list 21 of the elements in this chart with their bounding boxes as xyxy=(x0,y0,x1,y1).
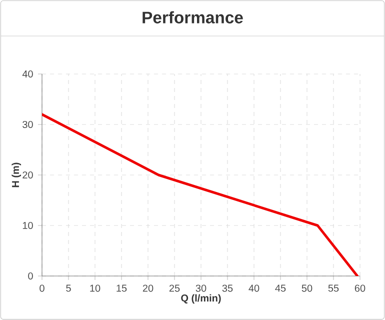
x-tick-label: 0 xyxy=(40,284,44,292)
x-tick-label: 40 xyxy=(248,284,260,292)
y-tick-label: 20 xyxy=(22,171,33,179)
x-tick-label: 50 xyxy=(302,284,312,292)
y-tick-label: 10 xyxy=(22,222,33,230)
x-axis-title: Q (l/min) xyxy=(181,294,221,304)
x-tick-label: 30 xyxy=(196,284,206,292)
y-tick-label: 40 xyxy=(22,70,33,78)
x-tick-label: 15 xyxy=(116,284,127,292)
y-tick-label: 0 xyxy=(28,272,33,280)
x-tick-label: 20 xyxy=(142,284,154,292)
x-tick-label: 55 xyxy=(328,284,339,292)
chart-title: Performance xyxy=(142,11,243,24)
y-tick-label: 30 xyxy=(22,120,33,128)
x-tick-label: 45 xyxy=(275,284,286,292)
x-tick-label: 60 xyxy=(354,284,366,292)
x-tick-label: 35 xyxy=(222,284,233,292)
x-tick-label: 10 xyxy=(90,284,100,292)
x-tick-label: 5 xyxy=(66,284,71,292)
x-tick-label: 25 xyxy=(169,284,180,292)
y-axis-title: H (m) xyxy=(12,162,22,188)
